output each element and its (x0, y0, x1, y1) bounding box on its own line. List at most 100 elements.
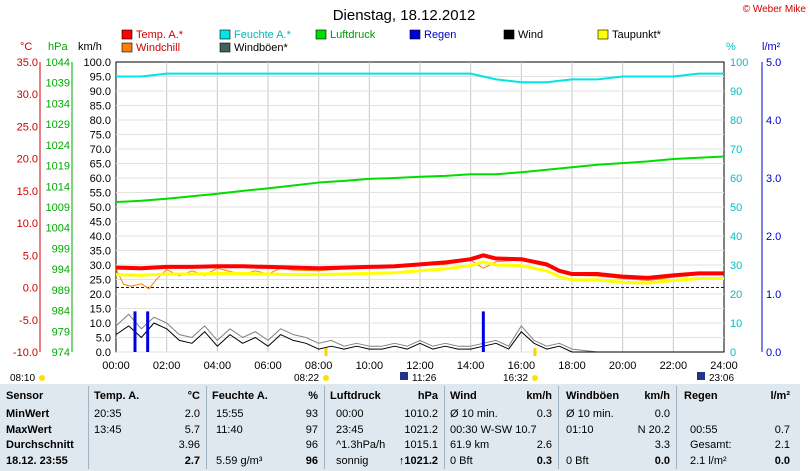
chart-grid (115, 61, 725, 353)
table-cell-humidity-value: 97 (305, 423, 318, 436)
table-column-divider (676, 386, 677, 469)
table-column-divider (558, 386, 559, 469)
humidity-tick-label: 100 (730, 57, 748, 69)
time-tick-label: 14:00 (457, 360, 485, 372)
pressure-tick-label: 1029 (46, 119, 70, 131)
table-header-sensor: Sensor (6, 390, 44, 402)
table-cell-rain-desc: 2.1 l/m² (690, 454, 727, 467)
table-cell-rain-value: 0.0 (774, 454, 790, 467)
dewpoint-series-line (115, 260, 724, 285)
humidity-unit-label: % (726, 41, 736, 53)
temp-tick-label: 0.0 (23, 283, 38, 295)
pressure-unit-label: hPa (48, 41, 68, 53)
rain-tick-label: 4.0 (766, 115, 781, 127)
time-tick-label: 10:00 (356, 360, 384, 372)
humidity-tick-label: 10 (730, 318, 742, 330)
humidity-tick-label: 40 (730, 231, 742, 243)
wind-tick-label: 35.0 (90, 246, 111, 258)
moonset-label: 23:06 (709, 373, 734, 384)
table-cell-gust-desc: 0 Bft (566, 454, 589, 467)
wind-tick-label: 75.0 (90, 130, 111, 142)
temp-tick-label: 25.0 (17, 121, 38, 133)
wind-tick-label: 90.0 (90, 86, 111, 98)
table-cell-gust-desc: Ø 10 min. (566, 408, 614, 420)
temp-tick-label: -10.0 (13, 347, 38, 359)
sunset-icon (532, 375, 538, 381)
table-cell-wind-value: 0.3 (536, 408, 552, 420)
table-cell-wind-desc: Ø 10 min. (450, 408, 498, 420)
table-header-wind-unit: km/h (526, 390, 552, 402)
table-cell-humidity-value: 93 (305, 408, 318, 420)
table-cell-wind-desc: 0 Bft (450, 454, 473, 467)
wind-tick-label: 55.0 (90, 188, 111, 200)
pressure-tick-label: 994 (52, 264, 70, 276)
pressure-tick-label: 1004 (46, 223, 70, 235)
humidity-series-line (116, 72, 724, 84)
wind-tick-label: 60.0 (90, 173, 111, 185)
pressure-tick-label: 979 (52, 326, 70, 338)
table-cell-wind-desc: 00:30 W-SW 10.7 (450, 423, 537, 436)
wind-tick-label: 0.0 (96, 347, 111, 359)
pressure-tick-label: 1014 (46, 181, 70, 193)
table-cell-wind-value: 0.3 (536, 454, 552, 467)
pressure-tick-label: 1044 (46, 57, 70, 69)
wind-tick-label: 40.0 (90, 231, 111, 243)
legend-swatch (503, 29, 515, 40)
table-cell-pressure-time: 23:45 (336, 423, 364, 436)
time-tick-label: 20:00 (609, 360, 637, 372)
table-header-humidity-unit: % (308, 390, 318, 402)
sun-icon (39, 375, 45, 381)
table-cell-temp-value: 2.0 (184, 408, 200, 420)
time-tick-label: 00:00 (102, 360, 130, 372)
table-column-divider (444, 386, 445, 469)
table-cell-pressure-value: 1021.2 (404, 423, 438, 436)
chart-title: Dienstag, 18.12.2012 (333, 7, 476, 24)
humidity-tick-label: 90 (730, 86, 742, 98)
legend-swatch (219, 29, 231, 40)
chart-legend: Temp. A.* Feuchte A.* Luftdruck Regen Wind Ta… (121, 29, 662, 54)
sunrise-label: 08:22 (294, 373, 319, 384)
temp-tick-label: 15.0 (17, 186, 38, 198)
table-cell-wind-desc: 61.9 km (450, 439, 490, 451)
time-tick-label: 22:00 (660, 360, 688, 372)
wind-tick-label: 95.0 (90, 72, 111, 84)
moonrise-label: 11:26 (412, 373, 437, 384)
table-cell-rain-value: 2.1 (774, 439, 790, 451)
wind-series-line (115, 322, 724, 353)
wind-tick-label: 50.0 (90, 202, 111, 214)
moonrise-icon (400, 372, 408, 380)
temp-unit-label: °C (20, 41, 32, 53)
rain-tick-label: 2.0 (766, 231, 781, 243)
legend-swatch (121, 29, 133, 40)
rain-tick-label: 5.0 (766, 57, 781, 69)
time-tick-label: 24:00 (710, 360, 738, 372)
time-tick-label: 16:00 (508, 360, 536, 372)
temp-tick-label: 35.0 (17, 57, 38, 69)
pressure-tick-label: 1034 (46, 98, 70, 110)
rain-tick-label: 3.0 (766, 173, 781, 185)
humidity-tick-label: 60 (730, 173, 742, 185)
table-cell-rain-desc: Gesamt: (690, 439, 732, 451)
table-cell-rain-value: 0.7 (774, 423, 790, 436)
table-header-rain-unit: l/m² (770, 390, 790, 402)
legend-swatch (315, 29, 327, 40)
table-cell-pressure-value: 1010.2 (404, 408, 438, 420)
right-edge-strip (797, 30, 810, 384)
legend-swatch (597, 29, 609, 40)
statistics-table: Sensor Temp. A. °C Feuchte A.% Luftdruck hPa W… (0, 384, 800, 471)
sunrise-icon (323, 375, 329, 381)
pressure-tick-label: 989 (52, 285, 70, 297)
table-cell-rain-desc: 00:55 (690, 423, 718, 436)
legend-label: Temp. A.* (136, 29, 184, 41)
table-column-divider (206, 386, 207, 469)
wind-tick-label: 10.0 (90, 318, 111, 330)
wind-tick-label: 100.0 (83, 57, 111, 69)
pressure-tick-label: 999 (52, 243, 70, 255)
table-row-label: MaxWert (6, 423, 52, 436)
table-cell-gust-value: 0.0 (654, 454, 670, 467)
table-cell-humidity-value: 96 (305, 439, 318, 451)
temp-series-line (115, 253, 724, 280)
rain-bar (133, 311, 137, 352)
temp-tick-label: -5.0 (19, 315, 38, 327)
table-header-temp-unit: °C (187, 390, 200, 402)
